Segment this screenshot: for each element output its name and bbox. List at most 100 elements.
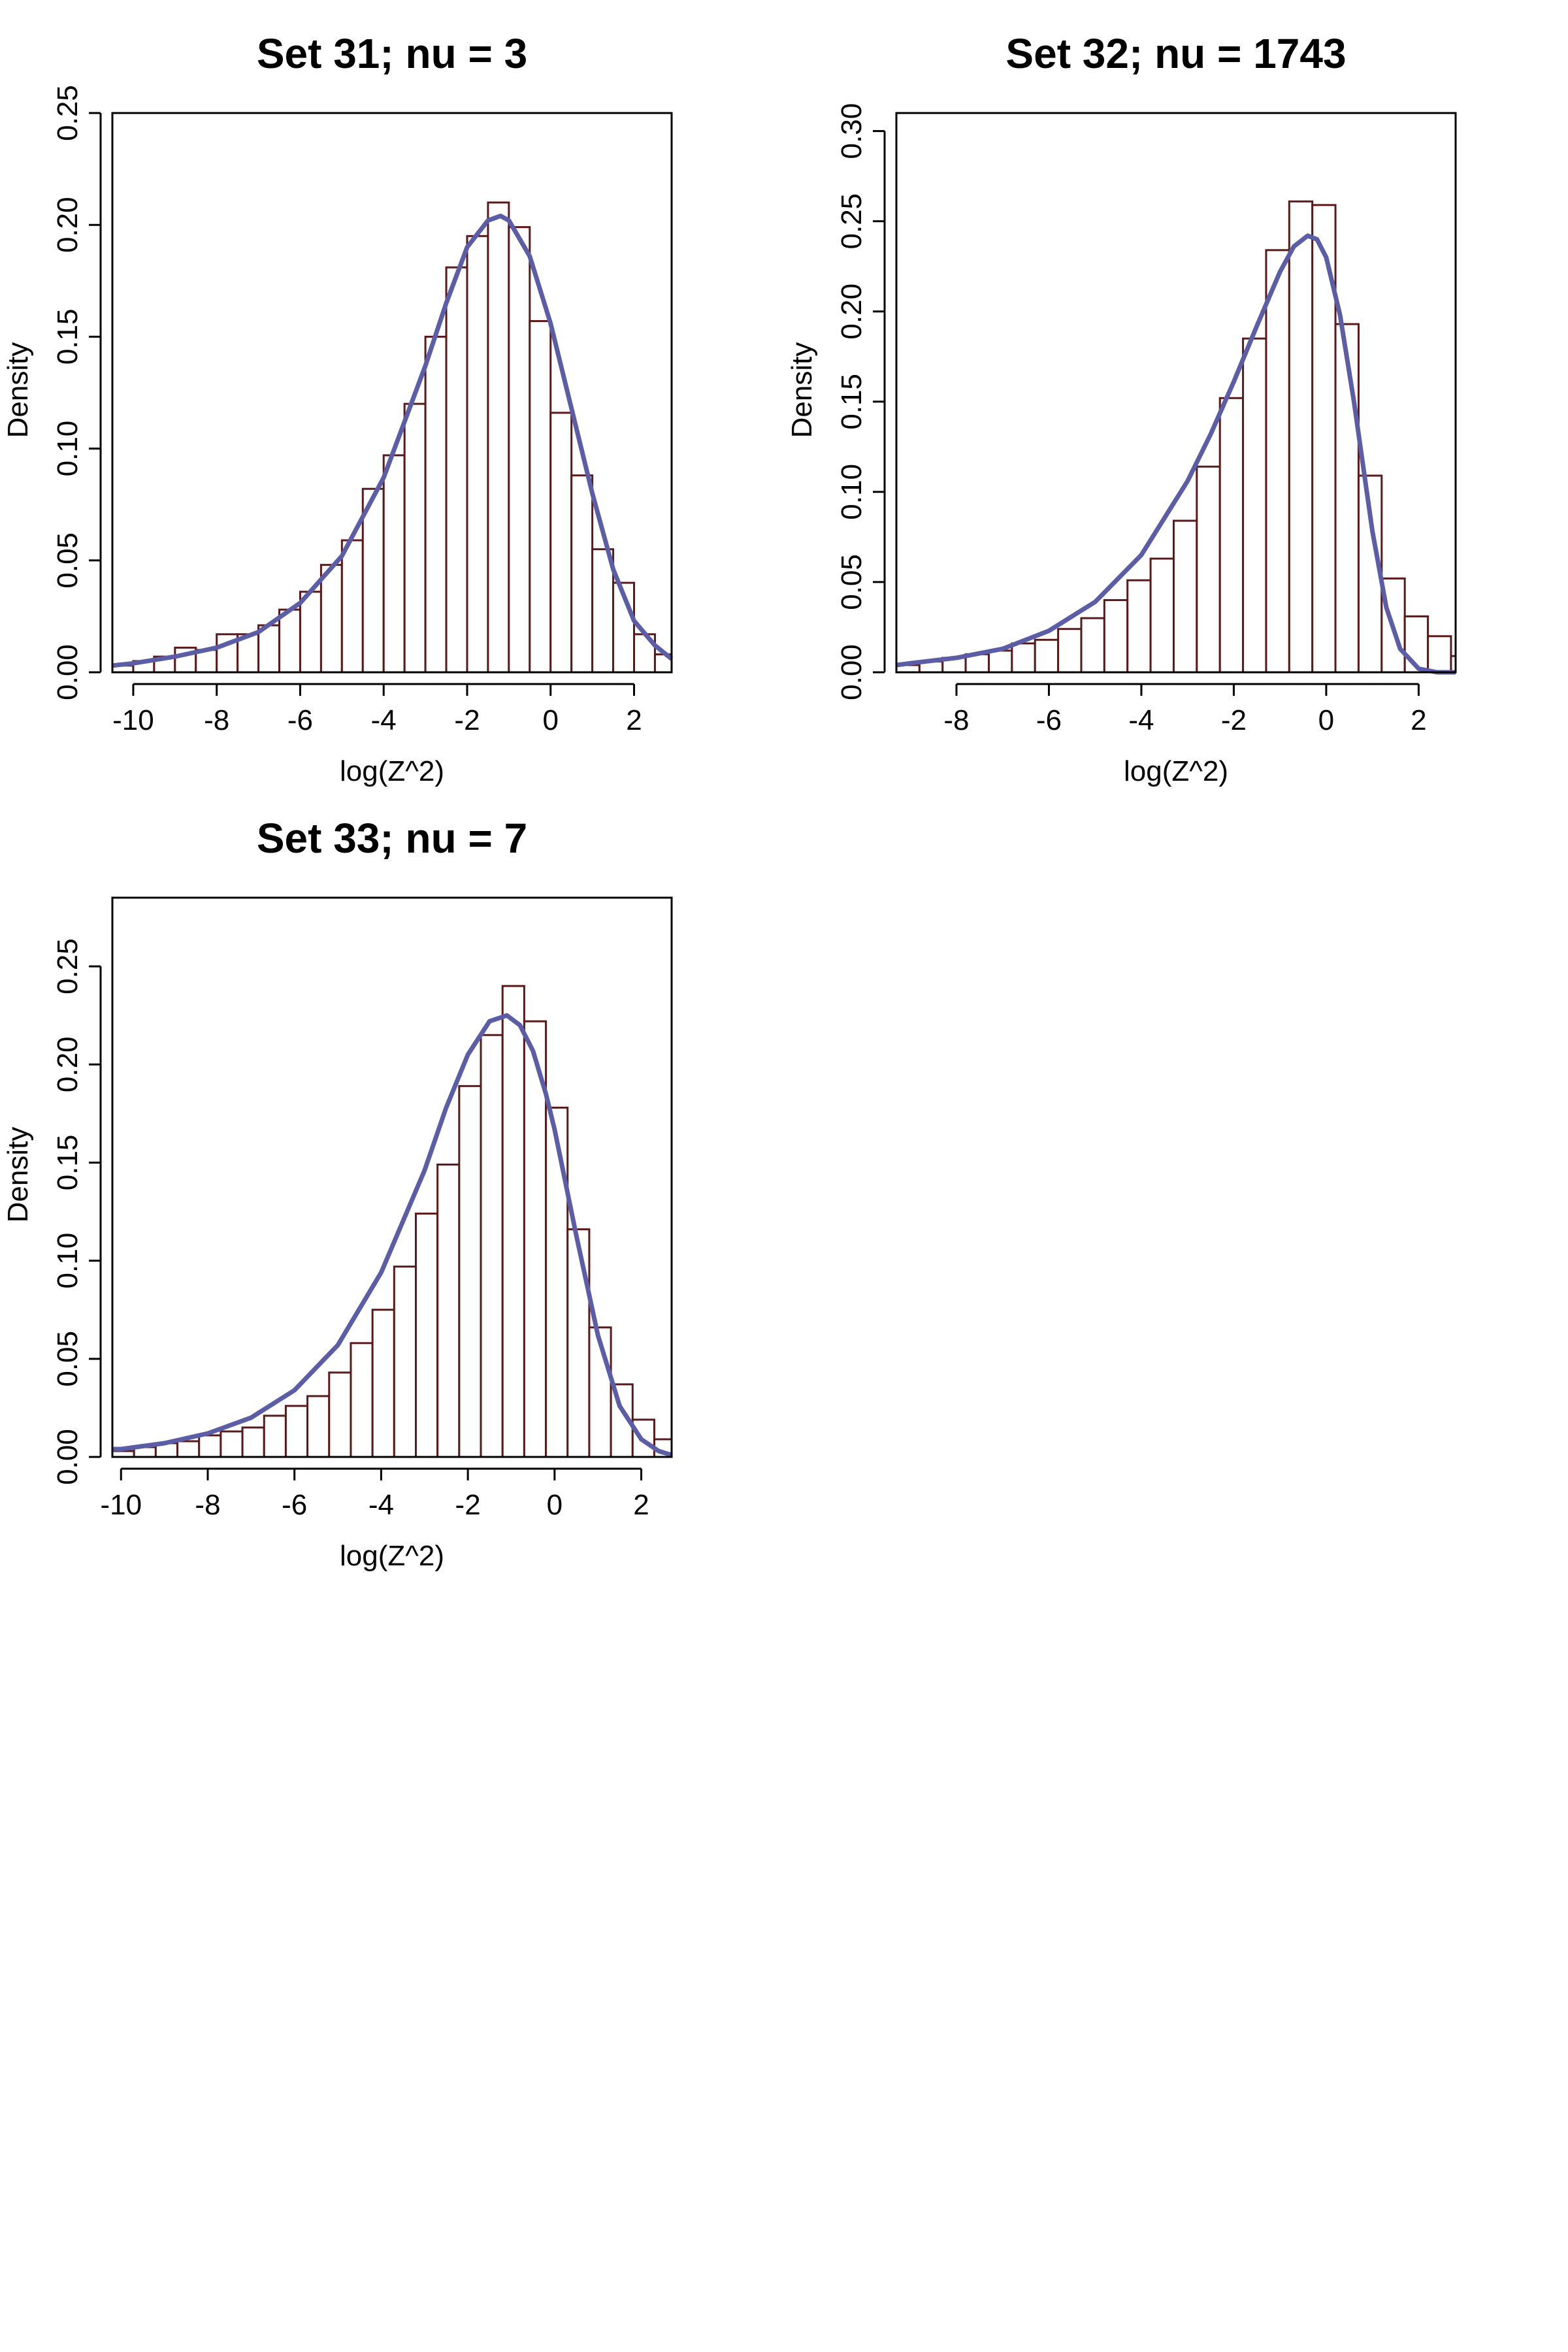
y-tick-label: 0.10 <box>836 464 868 520</box>
x-tick-label: -6 <box>1036 704 1062 736</box>
density-curve <box>896 233 1456 675</box>
histogram-bar <box>1057 628 1083 674</box>
chart-title: Set 32; nu = 1743 <box>1005 30 1346 77</box>
histogram-bar <box>176 1440 201 1458</box>
histogram-bar <box>466 235 489 674</box>
x-tick-label: -4 <box>368 1489 394 1521</box>
x-tick-label: -8 <box>204 704 229 736</box>
histogram-bar <box>508 226 531 674</box>
y-tick-label: 0.15 <box>52 309 84 365</box>
histogram-bar <box>1196 465 1221 674</box>
histogram-bars <box>895 200 1457 674</box>
x-tick-label: -4 <box>1128 704 1154 736</box>
chart-title: Set 33; nu = 7 <box>257 815 527 862</box>
y-axis: 0.00 0.05 0.10 0.15 0.20 0.25 <box>52 85 102 700</box>
y-axis: 0.00 0.05 0.10 0.15 0.20 0.25 <box>52 938 102 1485</box>
histogram-bar <box>1242 337 1267 674</box>
histogram-bar <box>1218 397 1245 674</box>
x-tick-label: -2 <box>1221 704 1247 736</box>
y-axis-label: Density <box>2 342 34 438</box>
histogram-bar <box>445 266 468 674</box>
x-tick-label: 0 <box>543 704 559 736</box>
x-tick-label: -6 <box>282 1489 307 1521</box>
chart-panel-set-32: Set 32; nu = 1743 log(Z^2) Density -8 -6-… <box>786 30 1457 787</box>
y-tick-label: 0.25 <box>836 193 868 250</box>
y-tick-label: 0.30 <box>836 103 868 159</box>
x-tick-label: -8 <box>195 1489 220 1521</box>
x-axis-label: log(Z^2) <box>1124 755 1228 787</box>
x-tick-label: 0 <box>1318 704 1334 736</box>
y-tick-label: 0.05 <box>52 1331 84 1387</box>
y-tick-label: 0.25 <box>52 938 84 994</box>
x-tick-label: 0 <box>547 1489 563 1521</box>
histogram-bar <box>403 402 427 674</box>
x-axis: -10 -8 -6 -4 -2 0 2 <box>112 683 642 736</box>
histogram-bar <box>340 539 364 674</box>
histogram-bar <box>1288 200 1314 674</box>
histogram-bar <box>591 548 615 674</box>
plot-frame <box>111 896 673 1458</box>
x-axis-label: log(Z^2) <box>340 1540 444 1572</box>
histogram-bar <box>382 454 406 674</box>
histogram-bar <box>566 1228 591 1458</box>
histogram-bar <box>529 319 552 674</box>
histogram-bar <box>198 1434 222 1458</box>
histogram-bar <box>1149 557 1175 674</box>
x-axis: -8 -6 -4 -2 0 2 <box>943 683 1427 736</box>
histogram-bar <box>1334 323 1360 674</box>
x-tick-label: 2 <box>633 1489 649 1521</box>
histogram-bar <box>1080 617 1105 674</box>
x-axis: -10 -8 -6 -4 -2 0 2 <box>100 1467 649 1521</box>
histogram-bar <box>570 474 594 674</box>
histogram-bar <box>278 608 301 674</box>
histogram-bar <box>1172 519 1198 674</box>
histogram-bar <box>241 1426 265 1458</box>
y-tick-label: 0.20 <box>836 284 868 340</box>
histogram-bar <box>414 1213 439 1458</box>
x-tick-label: 2 <box>1411 704 1426 736</box>
histogram-bar <box>284 1405 309 1458</box>
y-tick-label: 0.15 <box>52 1135 84 1191</box>
histogram-bar <box>1265 249 1290 674</box>
x-axis-label: log(Z^2) <box>340 755 444 787</box>
y-tick-label: 0.10 <box>52 1233 84 1289</box>
chart-panel-set-31: Set 31; nu = 3 log(Z^2) Density -10 -8 -6-… <box>2 30 674 787</box>
histogram-bar <box>487 201 510 674</box>
histogram-bar <box>480 1034 504 1458</box>
y-tick-label: 0.15 <box>836 374 868 430</box>
histogram-bar <box>501 985 525 1458</box>
y-tick-label: 0.10 <box>52 421 84 477</box>
density-curve <box>112 214 674 668</box>
chart-panel-set-33: Set 33; nu = 7 log(Z^2) Density -10 -8 -6-… <box>2 815 673 1572</box>
histogram-bar <box>220 1430 244 1458</box>
histogram-bar <box>987 649 1013 674</box>
histogram-bars <box>111 985 673 1458</box>
x-tick-label: -10 <box>112 704 154 736</box>
y-axis-label: Density <box>2 1127 34 1223</box>
plot-frame <box>895 112 1457 674</box>
y-axis: 0.00 0.05 0.10 0.15 0.20 0.25 0.30 <box>836 103 886 700</box>
x-tick-label: -6 <box>287 704 313 736</box>
y-tick-label: 0.20 <box>52 1036 84 1092</box>
density-curve <box>112 1013 673 1458</box>
histogram-bar <box>424 335 448 674</box>
histogram-bar <box>299 591 322 674</box>
histogram-bar <box>545 1106 569 1458</box>
histogram-bar <box>371 1309 395 1458</box>
histogram-bar <box>1427 635 1452 674</box>
y-tick-label: 0.20 <box>52 197 84 253</box>
x-tick-label: -4 <box>371 704 397 736</box>
histogram-bar <box>1103 599 1129 674</box>
y-tick-label: 0.00 <box>52 1429 84 1485</box>
histogram-bar <box>549 412 573 674</box>
histogram-bar <box>328 1371 352 1458</box>
histogram-bar <box>319 564 343 674</box>
x-tick-label: -2 <box>455 1489 481 1521</box>
histogram-bar <box>306 1395 331 1458</box>
y-tick-label: 0.00 <box>836 644 868 700</box>
x-tick-label: -2 <box>454 704 480 736</box>
histogram-bar <box>458 1085 482 1458</box>
histogram-bar <box>361 487 385 674</box>
x-tick-label: 2 <box>626 704 642 736</box>
